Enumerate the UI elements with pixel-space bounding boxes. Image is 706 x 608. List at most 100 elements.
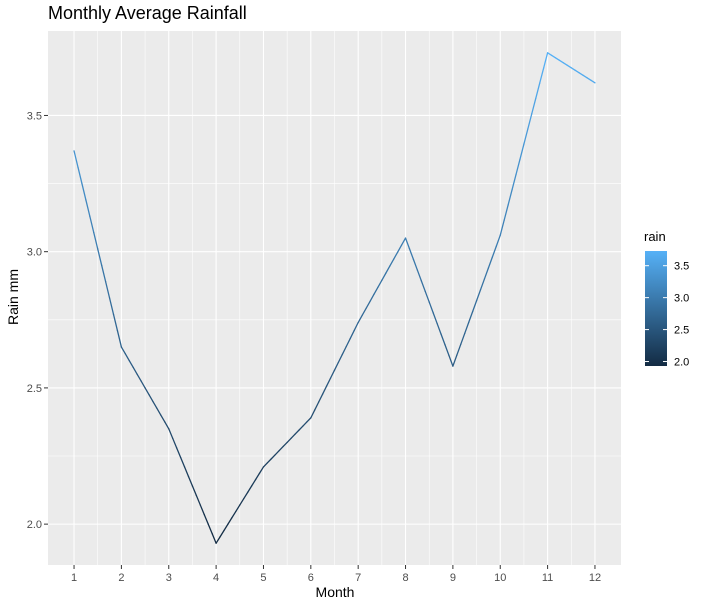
line-segment: [156, 407, 162, 416]
line-segment: [357, 314, 363, 324]
line-segment: [112, 313, 119, 332]
line-segment: [144, 387, 150, 396]
line-segment: [73, 150, 79, 168]
line-segment: [207, 523, 213, 535]
line-segment: [270, 454, 276, 460]
line-segment: [168, 428, 174, 439]
line-segment: [195, 494, 201, 506]
line-segment: [219, 529, 225, 538]
line-segment: [456, 343, 462, 356]
line-segment: [132, 366, 138, 375]
colorbar-tick-label: 3.5: [674, 261, 689, 273]
line-segment: [179, 456, 186, 468]
line-segment: [223, 523, 229, 532]
line-segment: [570, 67, 576, 71]
line-segment: [468, 310, 474, 324]
line-segment: [393, 251, 399, 260]
line-segment: [353, 321, 359, 332]
x-tick-label: 12: [589, 572, 601, 584]
line-segment: [464, 321, 470, 335]
colorbar-tick-label: 2.0: [674, 357, 689, 369]
line-segment: [590, 79, 596, 84]
line-segment: [408, 248, 415, 261]
line-segment: [85, 199, 91, 217]
x-tick-label: 10: [494, 572, 506, 584]
line-segment: [400, 237, 407, 246]
x-tick-label: 1: [71, 572, 77, 584]
line-segment: [148, 394, 154, 403]
line-segment: [460, 332, 466, 345]
line-segment: [286, 437, 292, 444]
x-tick-label: 6: [308, 572, 314, 584]
line-segment: [483, 267, 490, 280]
line-segment: [172, 437, 178, 449]
line-segment: [183, 466, 190, 478]
line-segment: [325, 377, 332, 387]
colorbar-gradient: [645, 251, 667, 366]
line-segment: [365, 300, 371, 310]
line-segment: [314, 401, 320, 411]
line-segment: [298, 425, 304, 431]
line-segment: [108, 297, 115, 315]
line-segment: [436, 322, 442, 335]
line-segment: [274, 449, 280, 456]
legend-title: rain: [644, 229, 666, 244]
y-axis: 2.0 2.5 3.0 3.5: [27, 110, 48, 531]
line-segment: [396, 244, 403, 253]
line-segment: [554, 57, 561, 61]
line-segment: [128, 360, 134, 369]
line-segment: [81, 182, 87, 201]
chart-title: Monthly Average Rainfall: [48, 3, 247, 23]
line-segment: [539, 67, 545, 84]
y-tick-label: 3.0: [27, 247, 42, 259]
y-tick-label: 2.5: [27, 383, 42, 395]
line-segment: [404, 237, 411, 250]
line-segment: [424, 290, 430, 303]
line-segment: [416, 269, 422, 282]
x-tick-label: 4: [213, 572, 219, 584]
line-segment: [247, 485, 253, 493]
line-segment: [444, 344, 450, 357]
line-segment: [152, 400, 158, 409]
line-segment: [290, 433, 296, 439]
line-segment: [262, 462, 269, 468]
line-segment: [77, 166, 83, 185]
x-tick-label: 5: [260, 572, 266, 584]
x-tick-label: 2: [118, 572, 124, 584]
x-tick-label: 9: [450, 572, 456, 584]
line-segment: [491, 245, 497, 258]
line-segment: [562, 62, 568, 66]
line-segment: [471, 300, 478, 313]
line-segment: [412, 258, 419, 271]
line-segment: [381, 272, 387, 281]
x-tick-label: 8: [402, 572, 408, 584]
line-segment: [479, 278, 486, 291]
line-segment: [140, 380, 146, 389]
line-segment: [231, 510, 237, 519]
line-segment: [546, 52, 553, 56]
line-segment: [318, 393, 324, 403]
y-tick-label: 2.0: [27, 519, 42, 531]
y-axis-label: Rain mm: [5, 268, 21, 326]
line-segment: [310, 409, 316, 419]
line-segment: [487, 256, 494, 269]
line-segment: [523, 128, 529, 145]
minor-gridlines: [48, 31, 621, 565]
line-segment: [235, 504, 241, 513]
line-segment: [550, 54, 557, 59]
line-segment: [120, 346, 126, 355]
line-segment: [215, 536, 221, 544]
line-segment: [503, 204, 509, 221]
line-segment: [515, 158, 521, 176]
line-segment: [175, 447, 182, 459]
line-segment: [93, 231, 99, 250]
line-segment: [586, 77, 592, 81]
line-segment: [345, 337, 351, 348]
line-segment: [89, 215, 95, 234]
x-tick-label: 7: [355, 572, 361, 584]
rain-line: [73, 52, 596, 544]
line-segment: [543, 52, 549, 69]
major-gridlines: [48, 31, 621, 565]
line-segment: [558, 59, 565, 64]
